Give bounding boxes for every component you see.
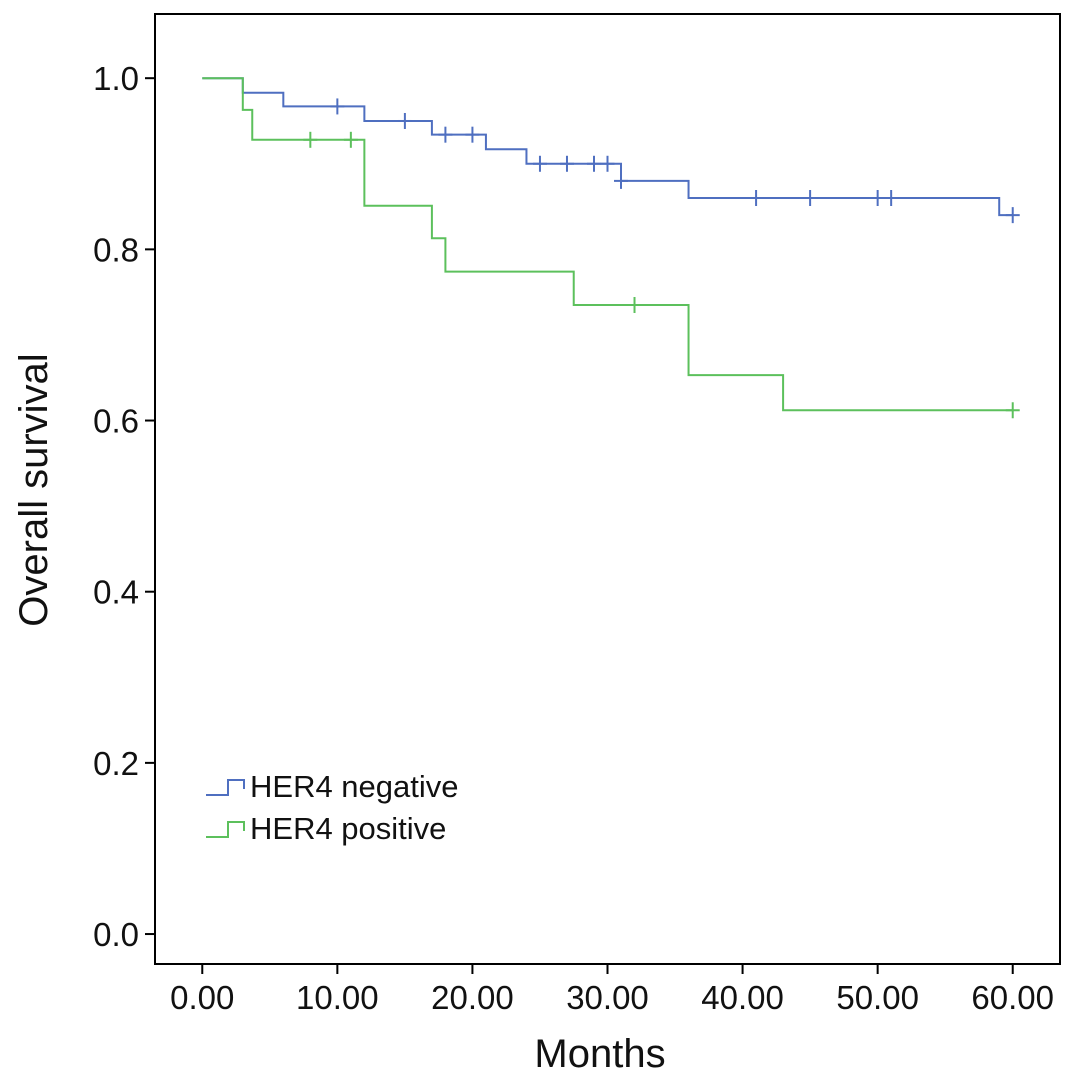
y-tick-label: 0.2 [93, 745, 139, 782]
x-tick-label: 60.00 [971, 979, 1054, 1016]
series-her4-positive [202, 77, 1020, 419]
series-layer [202, 77, 1020, 419]
censor-mark [343, 131, 358, 148]
censor-mark [1005, 207, 1020, 224]
y-tick-label: 0.6 [93, 403, 139, 440]
y-axis-ticks: 0.0 0.2 0.4 0.6 0.8 1.0 [93, 60, 155, 953]
x-axis-title: Months [534, 1032, 665, 1076]
x-tick-label: 0.00 [170, 979, 234, 1016]
censor-mark [749, 190, 764, 207]
y-tick-label: 1.0 [93, 60, 139, 97]
legend-swatch [206, 821, 245, 838]
y-tick-label: 0.4 [93, 574, 139, 611]
series-her4-negative [202, 77, 1020, 224]
x-tick-label: 40.00 [701, 979, 784, 1016]
legend-item: HER4 positive [206, 811, 446, 846]
censor-mark [1005, 402, 1020, 419]
censor-mark [303, 131, 318, 148]
censor-mark [465, 126, 480, 143]
y-tick-label: 0.0 [93, 916, 139, 953]
legend-swatch [206, 779, 245, 796]
censor-mark [586, 155, 601, 172]
censor-mark [614, 172, 629, 189]
censor-mark [532, 155, 547, 172]
censor-mark [397, 112, 412, 129]
x-tick-label: 20.00 [431, 979, 514, 1016]
legend-label: HER4 positive [250, 811, 446, 846]
survival-step-line [202, 77, 1013, 217]
x-axis-ticks: 0.00 10.00 20.00 30.00 40.00 50.00 60.00 [170, 964, 1054, 1016]
x-tick-label: 50.00 [836, 979, 919, 1016]
censor-mark [884, 190, 899, 207]
legend-item: HER4 negative [206, 769, 459, 804]
censor-mark [330, 98, 345, 115]
legend-label: HER4 negative [250, 769, 459, 804]
censor-mark [559, 155, 574, 172]
censor-mark [870, 190, 885, 207]
censor-mark [627, 296, 642, 313]
x-tick-label: 30.00 [566, 979, 649, 1016]
censor-mark [600, 155, 615, 172]
censor-mark [803, 190, 818, 207]
survival-step-line [202, 77, 1013, 412]
x-tick-label: 10.00 [296, 979, 379, 1016]
legend: HER4 negative HER4 positive [206, 769, 459, 846]
y-axis-title: Overall survival [12, 353, 56, 626]
y-tick-label: 0.8 [93, 231, 139, 268]
censor-mark [438, 126, 453, 143]
